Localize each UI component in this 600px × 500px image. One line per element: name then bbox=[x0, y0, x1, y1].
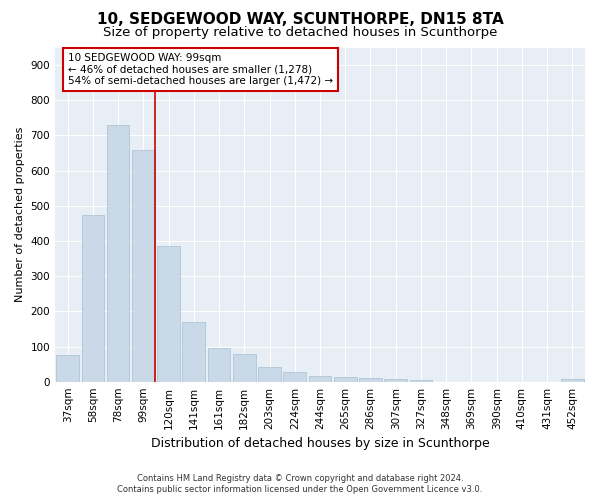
Bar bbox=[56, 356, 79, 382]
X-axis label: Distribution of detached houses by size in Scunthorpe: Distribution of detached houses by size … bbox=[151, 437, 490, 450]
Bar bbox=[359, 378, 382, 382]
Bar bbox=[107, 125, 130, 382]
Bar bbox=[410, 380, 433, 382]
Bar bbox=[82, 214, 104, 382]
Text: 10, SEDGEWOOD WAY, SCUNTHORPE, DN15 8TA: 10, SEDGEWOOD WAY, SCUNTHORPE, DN15 8TA bbox=[97, 12, 503, 28]
Bar bbox=[132, 150, 155, 382]
Bar bbox=[208, 348, 230, 382]
Bar bbox=[283, 372, 306, 382]
Bar bbox=[258, 367, 281, 382]
Y-axis label: Number of detached properties: Number of detached properties bbox=[15, 127, 25, 302]
Bar bbox=[561, 379, 584, 382]
Bar bbox=[182, 322, 205, 382]
Text: 10 SEDGEWOOD WAY: 99sqm
← 46% of detached houses are smaller (1,278)
54% of semi: 10 SEDGEWOOD WAY: 99sqm ← 46% of detache… bbox=[68, 53, 333, 86]
Bar bbox=[385, 379, 407, 382]
Bar bbox=[334, 378, 356, 382]
Bar bbox=[233, 354, 256, 382]
Text: Contains HM Land Registry data © Crown copyright and database right 2024.
Contai: Contains HM Land Registry data © Crown c… bbox=[118, 474, 482, 494]
Bar bbox=[157, 246, 180, 382]
Bar bbox=[308, 376, 331, 382]
Text: Size of property relative to detached houses in Scunthorpe: Size of property relative to detached ho… bbox=[103, 26, 497, 39]
